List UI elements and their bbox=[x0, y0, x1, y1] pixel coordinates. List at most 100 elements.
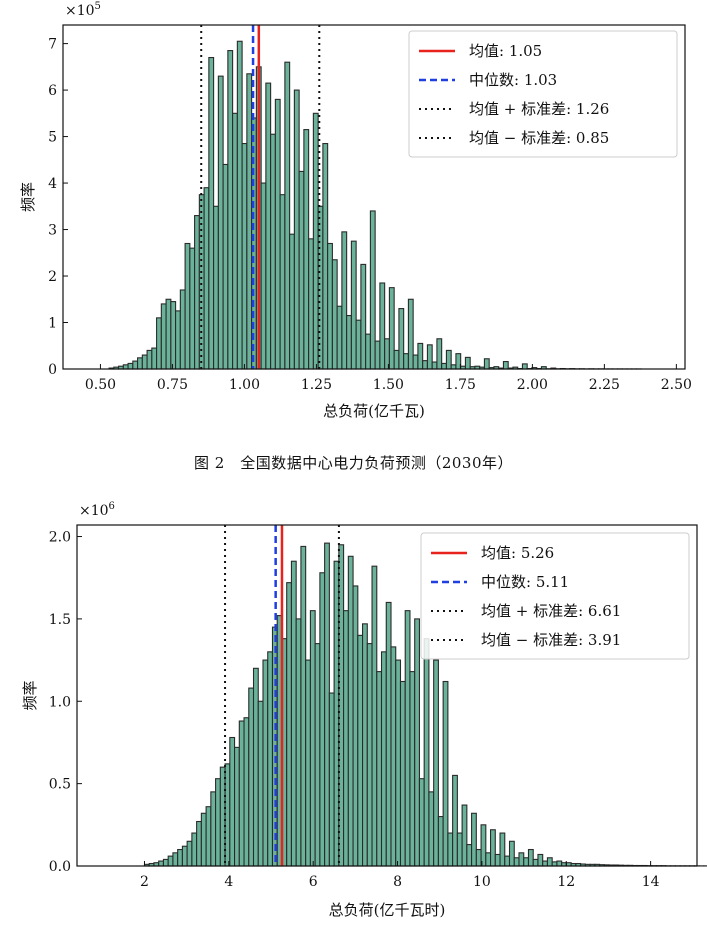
histogram-bar bbox=[198, 194, 205, 370]
histogram-bar bbox=[222, 163, 229, 370]
histogram-bar bbox=[336, 305, 343, 370]
histogram-bar bbox=[189, 247, 196, 370]
y-tick-label: 4 bbox=[48, 176, 57, 192]
histogram-bar bbox=[422, 360, 428, 370]
histogram-bar bbox=[229, 736, 236, 867]
histogram-bar bbox=[191, 832, 198, 867]
histogram-bar bbox=[445, 349, 452, 370]
histogram-bar bbox=[418, 778, 425, 867]
histogram-bar bbox=[426, 344, 433, 370]
legend-box bbox=[420, 532, 690, 660]
y-tick-label: 1.0 bbox=[49, 694, 71, 710]
y-tick-label: 2 bbox=[48, 269, 57, 285]
histogram-bar bbox=[542, 860, 548, 867]
histogram-bar bbox=[238, 720, 245, 867]
histogram-bar bbox=[483, 358, 490, 370]
y-scale-base: ×10 bbox=[79, 503, 109, 519]
histogram-bars bbox=[108, 40, 642, 370]
figure-caption: 图 2 全国数据中心电力负荷预测（2030年） bbox=[194, 454, 513, 472]
histogram-bar bbox=[521, 363, 528, 370]
histogram-bar bbox=[300, 545, 307, 867]
histogram-bar bbox=[217, 75, 224, 370]
histogram-bar bbox=[343, 610, 349, 867]
y-axis-label: 频率 bbox=[21, 680, 39, 710]
histogram-bar bbox=[170, 301, 177, 370]
histogram-bar bbox=[286, 582, 292, 867]
y-tick-label: 0.5 bbox=[49, 777, 71, 793]
histogram-bar bbox=[556, 860, 563, 867]
histogram-bar bbox=[409, 671, 416, 867]
histogram-bar bbox=[158, 860, 165, 867]
histogram-bar bbox=[314, 643, 321, 867]
histogram-bar bbox=[404, 610, 411, 867]
y-scale-exponent: 6 bbox=[109, 501, 115, 512]
histogram-bar bbox=[502, 361, 509, 370]
histogram-bar bbox=[270, 133, 276, 370]
histogram-bar bbox=[234, 746, 240, 867]
histogram-bar bbox=[260, 182, 267, 370]
y-tick-label: 1 bbox=[48, 316, 57, 332]
x-tick-label: 1.25 bbox=[301, 377, 332, 393]
histogram-bar bbox=[167, 855, 174, 867]
x-tick-label: 8 bbox=[393, 874, 402, 890]
histogram-bar bbox=[146, 349, 153, 370]
x-tick-label: 2 bbox=[140, 874, 149, 890]
histogram-bar bbox=[376, 671, 383, 867]
histogram-bar bbox=[412, 354, 419, 370]
histogram-bar bbox=[527, 848, 534, 867]
x-tick-label: 4 bbox=[224, 874, 233, 890]
histogram-bar bbox=[122, 364, 129, 370]
legend: 均值: 1.05 中位数: 1.03 均值 + 标准差: 1.26 均值 − 标准差:… bbox=[408, 30, 678, 158]
histogram-bar bbox=[177, 848, 183, 867]
histogram-bar bbox=[284, 61, 291, 370]
histogram-bar bbox=[289, 233, 295, 370]
histogram-bar bbox=[475, 848, 482, 867]
histogram-bar bbox=[265, 82, 272, 370]
legend-label: 均值 − 标准差: 0.85 bbox=[469, 129, 609, 147]
x-tick-label: 1.75 bbox=[445, 377, 476, 393]
legend-label: 均值 − 标准差: 3.91 bbox=[481, 631, 621, 649]
histogram-chart-load: 0.50 0.75 1.00 1.25 1.50 1.75 2.00 2.25 2.50 0 1 2 3… bbox=[19, 1, 692, 420]
histogram-bar bbox=[480, 824, 487, 867]
legend-label: 均值: 1.05 bbox=[469, 42, 542, 60]
y-scale-exponent: 5 bbox=[95, 1, 101, 12]
histogram-bar bbox=[165, 298, 172, 370]
histogram-bar bbox=[279, 194, 286, 370]
histogram-bar bbox=[200, 812, 207, 867]
y-axis-label: 频率 bbox=[19, 182, 37, 212]
histogram-bar bbox=[293, 89, 300, 370]
histogram-bar bbox=[251, 117, 257, 370]
legend-label: 均值 + 标准差: 1.26 bbox=[469, 100, 609, 118]
histogram-bar bbox=[441, 362, 447, 370]
x-tick-label: 2.50 bbox=[661, 377, 692, 393]
histogram-bar bbox=[203, 187, 210, 370]
histogram-bar bbox=[380, 651, 387, 867]
histogram-bar bbox=[298, 170, 305, 370]
legend: 均值: 5.26 中位数: 5.11 均值 + 标准差: 6.61 均值 − 标准差:… bbox=[420, 532, 690, 660]
histogram-bar bbox=[361, 623, 368, 867]
histogram-bar bbox=[471, 812, 477, 867]
x-tick-label: 6 bbox=[309, 874, 318, 890]
histogram-bar bbox=[393, 349, 400, 370]
histogram-bar bbox=[346, 314, 352, 370]
histogram-bar bbox=[262, 659, 269, 867]
histogram-bar bbox=[232, 112, 238, 370]
histogram-bar bbox=[431, 361, 438, 370]
histogram-bar bbox=[257, 700, 264, 867]
histogram-bar bbox=[322, 142, 329, 370]
legend-label: 均值: 5.26 bbox=[481, 544, 554, 562]
histogram-bar bbox=[347, 555, 354, 867]
histogram-bar bbox=[355, 319, 362, 370]
histogram-bar bbox=[243, 717, 250, 867]
histogram-bar bbox=[219, 766, 226, 867]
histogram-bar bbox=[518, 852, 525, 867]
histogram-bar bbox=[452, 774, 458, 867]
histogram-bar bbox=[331, 259, 338, 370]
histogram-bar bbox=[246, 73, 253, 370]
x-tick-label: 2.25 bbox=[589, 377, 620, 393]
histogram-bar bbox=[489, 829, 496, 867]
histogram-bar bbox=[194, 215, 200, 370]
histogram-bar bbox=[464, 356, 471, 370]
histogram-bar bbox=[205, 806, 212, 867]
